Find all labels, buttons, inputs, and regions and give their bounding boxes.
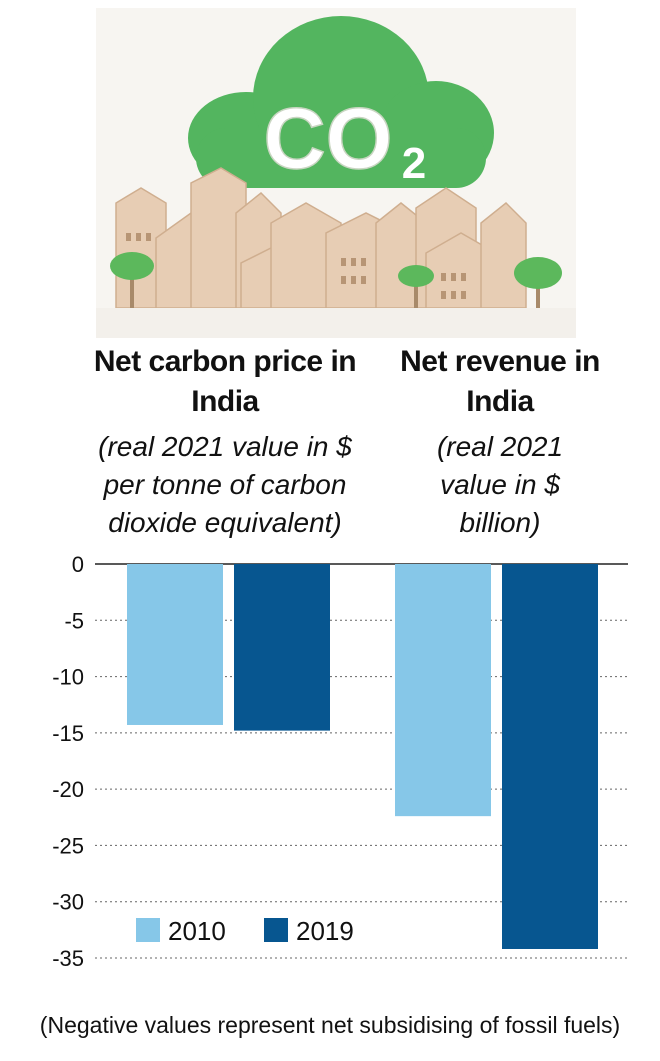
co2-badge-subscript: 2 [402,139,426,188]
y-tick-label: -20 [52,777,84,802]
panel-heading-carbon-price: Net carbon price in India (real 2021 val… [90,342,360,542]
panel-subtitle: (real 2021 value in $ per tonne of carbo… [98,431,352,538]
y-tick-label: -25 [52,833,84,858]
bar-2019-1 [502,564,598,949]
legend-label-2010: 2010 [168,916,226,946]
y-tick-label: -10 [52,665,84,690]
y-tick-label: -30 [52,890,84,915]
cloud-icon [188,16,494,188]
panel-title: Net revenue in India [400,345,600,418]
co2-badge-text: CO [264,91,393,187]
y-tick-label: -15 [52,721,84,746]
y-tick-label: -35 [52,946,84,971]
bar-2019-0 [234,564,330,731]
legend-swatch-2019 [264,918,288,942]
bar-2010-1 [395,564,491,817]
tree-icon [110,252,562,308]
footnote: (Negative values represent net subsidisi… [39,1012,621,1038]
legend-swatch-2010 [136,918,160,942]
co2-city-illustration: CO 2 [96,8,576,338]
y-tick-label: 0 [72,552,84,577]
bar-2010-0 [127,564,223,725]
y-tick-label: -5 [64,608,84,633]
panel-heading-net-revenue: Net revenue in India (real 2021 value in… [400,342,600,542]
house-windows [126,233,466,299]
bar-chart: 0 -5 -10 -15 -20 -25 -30 -35 2010 2019 [52,552,628,971]
panel-subtitle: (real 2021 value in $ billion) [436,431,564,538]
panel-title: Net carbon price in India [93,345,357,418]
legend-label-2019: 2019 [296,916,354,946]
